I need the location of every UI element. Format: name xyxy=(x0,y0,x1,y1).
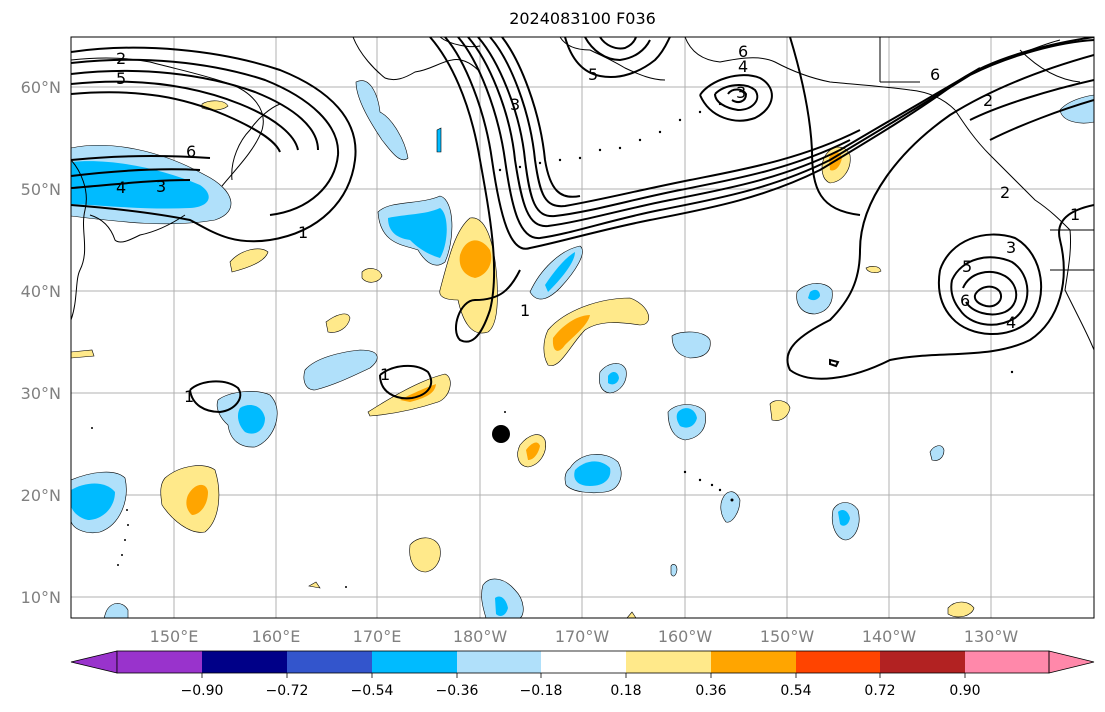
contour-label: 5 xyxy=(588,65,598,84)
colorbar-segment xyxy=(965,651,1049,673)
contour-label: 1 xyxy=(298,223,308,242)
lat-label: 60°N xyxy=(21,78,61,97)
colorbar-tick-label: −0.54 xyxy=(351,683,394,699)
lat-label: 10°N xyxy=(21,588,61,607)
contour-label: 2 xyxy=(1000,183,1010,202)
colorbar-tick-label: −0.72 xyxy=(266,683,309,699)
contour-label: 1 xyxy=(380,365,390,384)
contour-label: 5 xyxy=(116,69,126,88)
colorbar-segment xyxy=(457,651,541,673)
map-frame xyxy=(70,36,1095,619)
lon-label: 160°W xyxy=(658,627,713,646)
island-chains xyxy=(91,102,1014,588)
colorbar-extend-low xyxy=(70,650,118,674)
contour-label: 4 xyxy=(738,57,748,76)
map-title: 2024083100 F036 xyxy=(509,9,656,28)
contour-label: 4 xyxy=(1006,313,1016,332)
contour-label: 3 xyxy=(736,83,746,102)
coastlines xyxy=(71,37,1094,351)
contour-label: 6 xyxy=(960,291,970,310)
colorbar-frame xyxy=(116,650,1050,674)
colorbar-segment xyxy=(796,651,880,673)
contour-label: 6 xyxy=(738,42,748,61)
contour-label: 6 xyxy=(930,65,940,84)
colorbar-segment xyxy=(202,651,287,673)
lon-label: 150°W xyxy=(760,627,815,646)
latitude-axis: 60°N 50°N 40°N 30°N 20°N 10°N xyxy=(21,78,61,607)
colorbar-extend-high xyxy=(1048,650,1095,674)
contour-label: 2 xyxy=(116,49,126,68)
colorbar-tick-label: 0.18 xyxy=(610,683,641,699)
colorbar-segment xyxy=(372,651,457,673)
contour-label-group: 2 5 6 4 3 1 6 5 4 3 6 2 3 5 6 4 1 1 1 1 xyxy=(116,42,1080,406)
lon-label: 170°W xyxy=(555,627,610,646)
contour-label: 3 xyxy=(510,95,520,114)
storm-center-marker xyxy=(492,425,510,443)
colorbar-segment xyxy=(541,651,626,673)
graticule xyxy=(71,37,1094,618)
colorbar-tick-label: 0.54 xyxy=(780,683,811,699)
lat-label: 40°N xyxy=(21,282,61,301)
map-panel: 2 5 6 4 3 1 6 5 4 3 6 2 3 5 6 4 1 1 1 1 xyxy=(70,36,1095,619)
colorbar-segment xyxy=(880,651,965,673)
colorbar-segment xyxy=(711,651,796,673)
longitude-axis: 150°E 160°E 170°E 180°W 170°W 160°W 150°… xyxy=(150,627,1019,646)
colorbar: −0.90 −0.72 −0.54 −0.36 −0.18 0.18 0.36 … xyxy=(70,650,1095,699)
colorbar-tick-label: −0.90 xyxy=(181,683,224,699)
contour-label: 5 xyxy=(962,257,972,276)
lon-label: 180°W xyxy=(453,627,508,646)
contour-label: 1 xyxy=(184,387,194,406)
contour-label: 4 xyxy=(116,178,126,197)
colorbar-tick-label: −0.18 xyxy=(520,683,563,699)
colorbar-tick-label: 0.72 xyxy=(864,683,895,699)
contour-label: 1 xyxy=(520,301,530,320)
contour-lines xyxy=(71,37,1094,414)
contour-label: 6 xyxy=(186,142,196,161)
contour-label: 3 xyxy=(156,177,166,196)
lon-label: 170°E xyxy=(353,627,402,646)
colorbar-segment xyxy=(117,651,202,673)
contour-label: 3 xyxy=(1006,238,1016,257)
lon-label: 140°W xyxy=(862,627,917,646)
colorbar-tick-label: −0.36 xyxy=(436,683,479,699)
lon-label: 150°E xyxy=(150,627,199,646)
lat-label: 30°N xyxy=(21,384,61,403)
colorbar-tick-label: 0.90 xyxy=(949,683,980,699)
lon-label: 160°E xyxy=(252,627,301,646)
lat-label: 50°N xyxy=(21,180,61,199)
colorbar-segment xyxy=(626,651,711,673)
lat-label: 20°N xyxy=(21,486,61,505)
colorbar-tick-label: 0.36 xyxy=(695,683,726,699)
contour-label: 2 xyxy=(983,91,993,110)
colorbar-segment xyxy=(287,651,372,673)
lon-label: 130°W xyxy=(964,627,1019,646)
contour-label: 1 xyxy=(1070,205,1080,224)
